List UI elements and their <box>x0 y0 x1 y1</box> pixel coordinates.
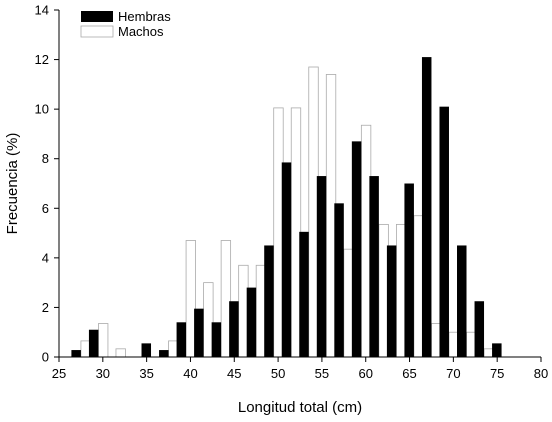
y-tick-label: 2 <box>42 300 49 315</box>
bar-hembras <box>457 245 467 357</box>
x-tick-label: 65 <box>402 366 416 381</box>
x-tick-label: 25 <box>52 366 66 381</box>
x-tick-label: 30 <box>96 366 110 381</box>
hembras-bars <box>71 57 502 358</box>
bar-hembras <box>351 141 362 357</box>
y-tick-label: 6 <box>42 201 49 216</box>
bar-hembras <box>71 350 81 357</box>
bar-hembras <box>386 245 397 357</box>
bar-hembras <box>264 245 274 357</box>
bar-hembras <box>246 287 257 357</box>
tick-labels: 25 30 35 40 45 50 55 60 65 70 75 80 0 2 4 6 8 10 12 14 <box>35 3 549 382</box>
bar-hembras <box>316 176 327 357</box>
bar-hembras <box>439 106 449 358</box>
x-tick-label: 80 <box>534 366 548 381</box>
x-tick-label: 50 <box>271 366 285 381</box>
x-tick-label: 75 <box>490 366 504 381</box>
x-tick-label: 70 <box>446 366 460 381</box>
y-axis-title: Frecuencia (%) <box>4 133 21 235</box>
x-tick-label: 45 <box>227 366 241 381</box>
y-tick-label: 0 <box>42 350 49 365</box>
bar-hembras <box>88 329 99 357</box>
y-tick-label: 10 <box>35 102 49 117</box>
y-tick-label: 14 <box>35 3 49 18</box>
bar-hembras <box>474 301 485 357</box>
legend-label-machos: Machos <box>118 24 164 39</box>
x-tick-label: 35 <box>139 366 153 381</box>
bar-hembras <box>334 203 344 357</box>
legend-swatch-machos <box>80 25 114 38</box>
legend-label-hembras: Hembras <box>118 9 171 24</box>
bar-hembras <box>159 350 169 357</box>
x-tick-label: 40 <box>183 366 197 381</box>
y-tick-label: 4 <box>42 250 49 265</box>
bar-hembras <box>229 301 239 357</box>
axes <box>54 9 542 362</box>
bar-hembras <box>194 308 204 357</box>
bar-hembras <box>369 176 379 357</box>
x-axis-title: Longitud total (cm) <box>238 399 362 416</box>
bar-hembras <box>176 322 187 357</box>
y-tick-label: 8 <box>42 151 49 166</box>
x-tick-label: 60 <box>358 366 372 381</box>
bar-hembras <box>141 343 152 357</box>
bar-hembras <box>211 322 222 357</box>
bar-hembras <box>281 162 292 357</box>
bar-hembras <box>299 231 309 357</box>
legend: Hembras Machos <box>80 9 171 39</box>
legend-swatch-hembras <box>81 11 113 22</box>
y-tick-label: 12 <box>35 52 49 67</box>
bar-hembras <box>492 343 502 357</box>
x-tick-label: 55 <box>315 366 329 381</box>
bar-machos <box>98 323 109 358</box>
bar-machos <box>115 348 126 358</box>
bar-hembras <box>421 57 432 357</box>
bar-hembras <box>404 183 414 357</box>
